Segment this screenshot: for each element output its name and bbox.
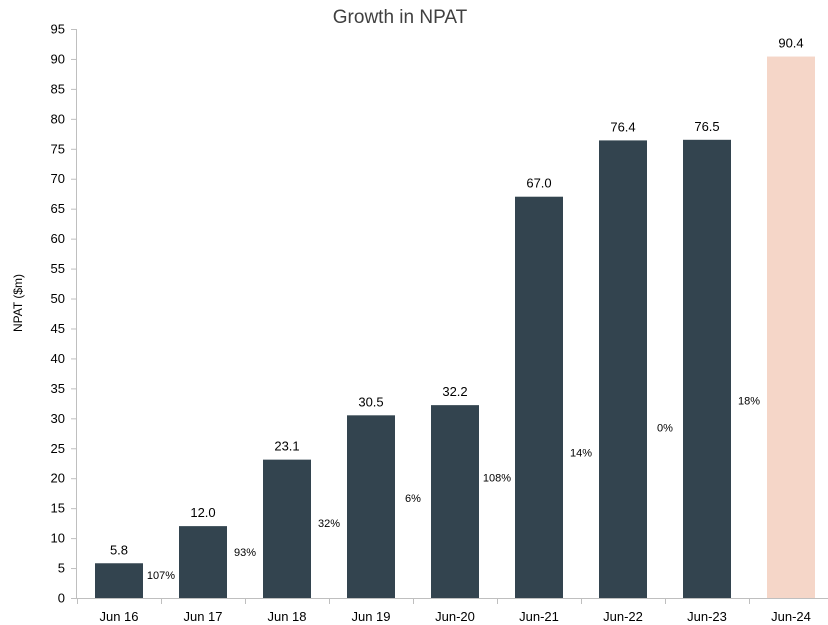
x-axis: Jun 16 Jun 17 Jun 18 Jun 19 Jun-20 Jun-21 Jun-… bbox=[77, 598, 811, 624]
bar-value-label: 5.8 bbox=[110, 542, 128, 557]
growth-label: 14% bbox=[570, 447, 592, 459]
growth-labels: 107% 93% 32% 6% 108% 14% 0% 18% bbox=[147, 395, 760, 582]
bar bbox=[683, 139, 731, 598]
y-tick-label: 65 bbox=[51, 201, 65, 216]
x-tick-label: Jun-20 bbox=[435, 609, 475, 624]
y-tick-label: 30 bbox=[51, 411, 65, 426]
y-tick-label: 20 bbox=[51, 471, 65, 486]
y-tick-label: 80 bbox=[51, 111, 65, 126]
y-tick-label: 75 bbox=[51, 141, 65, 156]
bar bbox=[179, 526, 227, 598]
y-tick-label: 60 bbox=[51, 231, 65, 246]
growth-label: 107% bbox=[147, 570, 175, 582]
y-tick-label: 10 bbox=[51, 531, 65, 546]
value-labels: 5.8 12.0 23.1 30.5 32.2 67.0 76.4 76.5 90.4 bbox=[110, 36, 804, 558]
y-tick-label: 0 bbox=[58, 591, 65, 606]
bar-value-label: 90.4 bbox=[778, 36, 803, 51]
bar bbox=[347, 415, 395, 598]
bar bbox=[515, 196, 563, 598]
y-tick-label: 70 bbox=[51, 171, 65, 186]
bar-value-label: 23.1 bbox=[274, 439, 299, 454]
x-tick-label: Jun 19 bbox=[351, 609, 390, 624]
bar bbox=[263, 459, 311, 598]
y-tick-label: 50 bbox=[51, 291, 65, 306]
bar-value-label: 30.5 bbox=[358, 394, 383, 409]
y-tick-label: 35 bbox=[51, 381, 65, 396]
growth-label: 108% bbox=[483, 473, 511, 485]
y-tick-label: 95 bbox=[51, 22, 65, 37]
x-tick-label: Jun 18 bbox=[267, 609, 306, 624]
y-tick-label: 25 bbox=[51, 441, 65, 456]
bars bbox=[95, 56, 815, 599]
y-tick-label: 15 bbox=[51, 501, 65, 516]
bar bbox=[599, 140, 647, 598]
x-tick-label: Jun-23 bbox=[687, 609, 727, 624]
bar-value-label: 67.0 bbox=[526, 176, 551, 191]
bar-value-label: 76.5 bbox=[694, 119, 719, 134]
y-axis-label: NPAT ($m) bbox=[11, 274, 25, 332]
bar-value-label: 12.0 bbox=[190, 505, 215, 520]
y-tick-label: 85 bbox=[51, 81, 65, 96]
bar bbox=[431, 405, 479, 598]
bar-value-label: 32.2 bbox=[442, 384, 467, 399]
y-tick-label: 5 bbox=[58, 561, 65, 576]
y-tick-label: 90 bbox=[51, 51, 65, 66]
x-tick-label: Jun-21 bbox=[519, 609, 559, 624]
x-tick-label: Jun 17 bbox=[183, 609, 222, 624]
x-tick-label: Jun 16 bbox=[99, 609, 138, 624]
y-tick-label: 55 bbox=[51, 261, 65, 276]
chart-title: Growth in NPAT bbox=[333, 7, 468, 28]
x-tick-label: Jun-22 bbox=[603, 609, 643, 624]
bar-value-label: 76.4 bbox=[610, 119, 635, 134]
bar bbox=[767, 56, 815, 599]
y-axis: 0 5 10 15 20 25 30 35 40 45 50 55 60 65 70 75 80 85 90 95 bbox=[51, 22, 76, 606]
growth-label: 0% bbox=[657, 422, 673, 434]
growth-label: 18% bbox=[738, 395, 760, 407]
bar bbox=[95, 563, 143, 598]
y-tick-label: 45 bbox=[51, 321, 65, 336]
x-tick-label: Jun-24 bbox=[771, 609, 811, 624]
growth-label: 93% bbox=[234, 547, 256, 559]
y-tick-label: 40 bbox=[51, 351, 65, 366]
growth-label: 6% bbox=[405, 493, 421, 505]
growth-label: 32% bbox=[318, 518, 340, 530]
